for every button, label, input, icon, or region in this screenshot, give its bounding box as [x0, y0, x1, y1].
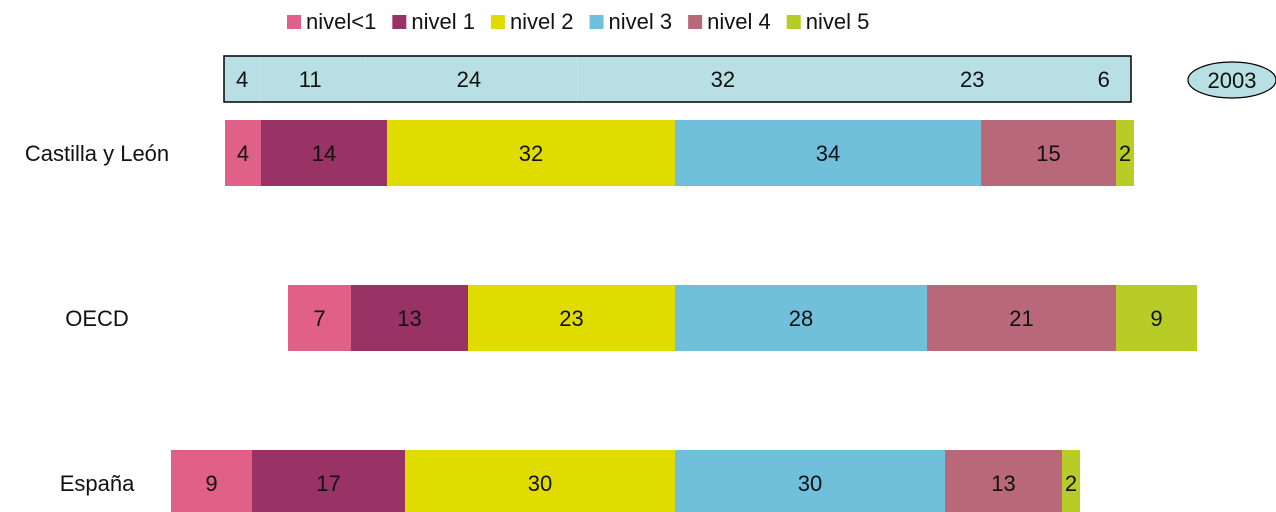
- bar-segment: [927, 285, 1116, 351]
- bar-label: 9: [205, 471, 217, 496]
- category-label: España: [60, 471, 135, 496]
- bar-label: 23: [559, 306, 583, 331]
- bar-segment: [351, 285, 468, 351]
- reference-segment: [224, 56, 261, 102]
- bar-segment: [288, 285, 351, 351]
- bar-label: 7: [313, 306, 325, 331]
- bar-segment: [675, 285, 927, 351]
- legend-swatch: [392, 15, 407, 29]
- bar-label: 9: [1150, 306, 1162, 331]
- bar-label: 32: [519, 141, 543, 166]
- reference-label: 23: [960, 67, 984, 92]
- bar-segment: [675, 120, 981, 186]
- bar-segment: [468, 285, 675, 351]
- reference-segment: [360, 56, 578, 102]
- legend-swatch: [490, 15, 505, 29]
- reference-badge-label: 2003: [1208, 68, 1257, 93]
- bar-segment: [981, 120, 1116, 186]
- bar-segment: [1116, 120, 1134, 186]
- legend-label: nivel<1: [306, 9, 376, 34]
- bar-segment: [675, 450, 945, 512]
- bar-segment: [252, 450, 405, 512]
- bar-segment: [225, 120, 261, 186]
- bar-segment: [387, 120, 675, 186]
- reference-segment: [577, 56, 868, 102]
- reference-label: 32: [711, 67, 735, 92]
- bar-segment: [405, 450, 675, 512]
- reference-segment: [1076, 56, 1131, 102]
- bar-segment: [1116, 285, 1197, 351]
- bar-label: 30: [528, 471, 552, 496]
- bar-segment: [1062, 450, 1080, 512]
- bar-label: 13: [397, 306, 421, 331]
- reference-label: 6: [1098, 67, 1110, 92]
- bar-label: 13: [991, 471, 1015, 496]
- bar-label: 30: [798, 471, 822, 496]
- legend-label: nivel 4: [707, 9, 771, 34]
- legend-label: nivel 3: [609, 9, 673, 34]
- reference-label: 24: [457, 67, 481, 92]
- bar-label: 21: [1009, 306, 1033, 331]
- bar-label: 4: [237, 141, 249, 166]
- bar-label: 2: [1119, 141, 1131, 166]
- legend-swatch: [786, 15, 801, 29]
- reference-segment: [260, 56, 361, 102]
- bar-label: 2: [1065, 471, 1077, 496]
- reference-frame: [223, 55, 1132, 103]
- bar-label: 15: [1036, 141, 1060, 166]
- reference-segment: [867, 56, 1077, 102]
- legend-label: nivel 5: [806, 9, 870, 34]
- bar-segment: [261, 120, 387, 186]
- bar-label: 28: [789, 306, 813, 331]
- category-label: Castilla y León: [25, 141, 169, 166]
- bar-segment: [171, 450, 252, 512]
- bar-label: 17: [316, 471, 340, 496]
- legend-swatch: [589, 15, 604, 29]
- bar-label: 14: [312, 141, 336, 166]
- legend-swatch: [287, 15, 301, 29]
- legend-label: nivel 1: [411, 9, 475, 34]
- category-label: OECD: [65, 306, 129, 331]
- legend-label: nivel 2: [510, 9, 574, 34]
- reference-label: 11: [299, 67, 322, 92]
- legend-swatch: [688, 15, 703, 29]
- bar-segment: [945, 450, 1062, 512]
- reference-badge: [1187, 61, 1276, 99]
- reference-label: 4: [236, 67, 248, 92]
- bar-label: 34: [816, 141, 840, 166]
